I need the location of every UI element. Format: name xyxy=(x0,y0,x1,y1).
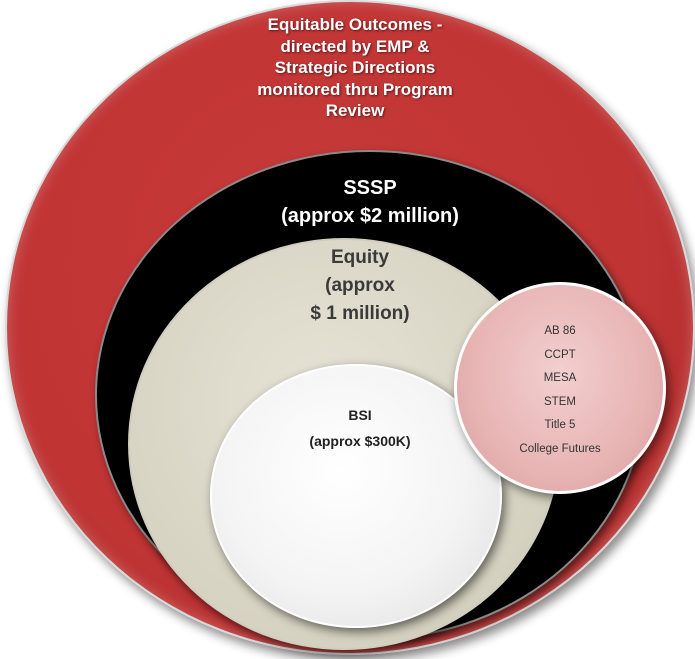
program-item: AB 86 xyxy=(544,325,576,337)
equity-title: Equity xyxy=(330,247,390,268)
sssp-label: SSSP (approx $2 million) xyxy=(230,174,510,230)
bsi-circle xyxy=(210,364,502,628)
equitable-outcomes-line-4: monitored thru Program xyxy=(257,79,453,99)
program-item: College Futures xyxy=(519,442,601,455)
equity-amount-line-2: $ 1 million) xyxy=(310,303,410,324)
sssp-amount: (approx $2 million) xyxy=(281,205,459,227)
program-item: Title 5 xyxy=(544,419,576,431)
program-item: STEM xyxy=(544,395,576,408)
sssp-title: SSSP xyxy=(343,177,397,199)
equitable-outcomes-label: Equitable Outcomes - directed by EMP & S… xyxy=(230,14,480,122)
equitable-outcomes-line-1: Equitable Outcomes - xyxy=(267,15,443,34)
equity-amount-line-1: (approx xyxy=(325,275,395,296)
program-item: CCPT xyxy=(544,348,576,361)
bsi-label: BSI (approx $300K) xyxy=(260,402,460,454)
bsi-title: BSI xyxy=(348,407,372,423)
equity-label: Equity (approx $ 1 million) xyxy=(285,244,435,328)
bsi-amount: (approx $300K) xyxy=(309,433,411,449)
equitable-outcomes-line-5: Review xyxy=(325,101,385,120)
programs-circle xyxy=(454,282,666,494)
program-list: AB 86 CCPT MESA STEM Title 5 College Fut… xyxy=(490,320,630,461)
equitable-outcomes-line-3: Strategic Directions xyxy=(274,58,436,77)
program-item: MESA xyxy=(543,372,577,384)
equitable-outcomes-line-2: directed by EMP & xyxy=(280,36,430,56)
